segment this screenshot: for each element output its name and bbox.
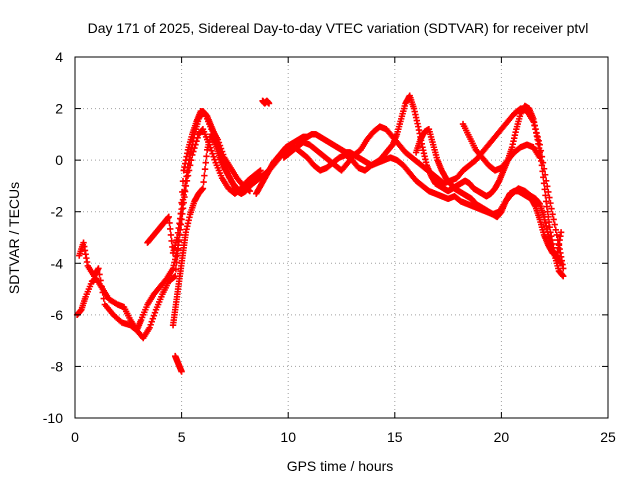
x-tick-label: 15	[387, 429, 403, 445]
plot-border	[74, 56, 609, 419]
x-tick-labels: 0 5 10 15 20 25	[71, 429, 616, 445]
data-point	[551, 221, 558, 228]
series-track-a	[73, 126, 264, 334]
data-point	[200, 178, 207, 186]
data-point	[553, 231, 561, 239]
data-point	[148, 318, 155, 325]
data-point	[149, 315, 157, 322]
data-point	[178, 368, 185, 375]
data-point	[560, 265, 567, 272]
data-point	[201, 165, 209, 173]
axes	[74, 56, 609, 419]
data-point	[202, 159, 209, 166]
x-tick-label: 25	[600, 429, 616, 445]
data-point	[544, 183, 551, 190]
data-point	[546, 194, 553, 201]
y-tick-label: -2	[51, 204, 64, 220]
series-track-j	[459, 120, 543, 174]
data-point	[97, 277, 104, 284]
data-point	[535, 137, 542, 145]
data-point	[210, 153, 217, 160]
data-point	[547, 199, 554, 207]
data-point	[548, 205, 555, 212]
data-point	[199, 185, 207, 192]
x-tick-label: 5	[178, 429, 186, 445]
data-point	[534, 133, 541, 141]
data-point	[201, 172, 208, 179]
data-point	[545, 188, 552, 196]
data-point	[173, 259, 180, 266]
data-point	[146, 324, 153, 331]
data-point	[211, 156, 218, 163]
data-point	[540, 165, 548, 172]
data-point	[98, 283, 105, 290]
data-point	[168, 237, 175, 245]
data-point	[165, 213, 173, 221]
data-point	[536, 141, 543, 148]
y-tick-label: 4	[55, 49, 63, 65]
chart-title: Day 171 of 2025, Sidereal Day-to-day VTE…	[88, 20, 589, 36]
y-tick-label: 2	[55, 101, 63, 117]
series-track-e	[253, 92, 567, 280]
data-point	[560, 272, 567, 280]
data-point	[172, 266, 180, 273]
y-tick-label: -10	[43, 410, 63, 426]
y-axis-label: SDTVAR / TECUs	[6, 182, 22, 294]
x-tick-label: 20	[494, 429, 510, 445]
x-axis-label: GPS time / hours	[287, 458, 394, 474]
x-tick-label: 10	[280, 429, 296, 445]
y-tick-label: -6	[51, 307, 64, 323]
x-tick-label: 0	[71, 429, 79, 445]
data-point	[542, 177, 550, 184]
data-point	[100, 295, 107, 302]
data-point	[541, 171, 549, 178]
series-track-g	[412, 126, 565, 259]
data-point	[167, 225, 174, 233]
series-track-f	[280, 105, 567, 272]
data-point	[549, 211, 556, 218]
data-point	[557, 229, 565, 236]
data-points	[73, 92, 567, 375]
data-point	[539, 159, 547, 166]
data-point	[95, 265, 102, 272]
data-point	[203, 153, 210, 160]
series-track-h	[259, 97, 273, 107]
data-point	[550, 216, 557, 223]
data-point	[536, 154, 543, 161]
data-point	[99, 289, 106, 296]
data-point	[531, 122, 538, 129]
y-tick-label: -4	[51, 255, 64, 271]
series-track-i	[172, 352, 185, 375]
data-point	[167, 231, 175, 239]
data-point	[174, 245, 182, 252]
data-point	[150, 312, 158, 319]
data-point	[209, 150, 216, 157]
data-point	[533, 129, 540, 137]
data-point	[151, 309, 159, 316]
data-point	[166, 219, 173, 227]
data-point	[530, 118, 537, 125]
data-point	[542, 192, 549, 199]
data-point	[552, 226, 559, 233]
y-tick-label: 0	[55, 152, 63, 168]
data-point	[255, 169, 262, 177]
data-point	[96, 271, 103, 278]
grid-lines	[75, 57, 608, 418]
y-tick-label: -8	[51, 358, 64, 374]
data-point	[170, 273, 178, 281]
data-point	[265, 100, 273, 107]
data-point	[532, 126, 539, 133]
data-point	[208, 147, 215, 154]
y-tick-labels: -10 -8 -6 -4 -2 0 2 4	[43, 49, 63, 426]
data-point	[147, 321, 154, 328]
